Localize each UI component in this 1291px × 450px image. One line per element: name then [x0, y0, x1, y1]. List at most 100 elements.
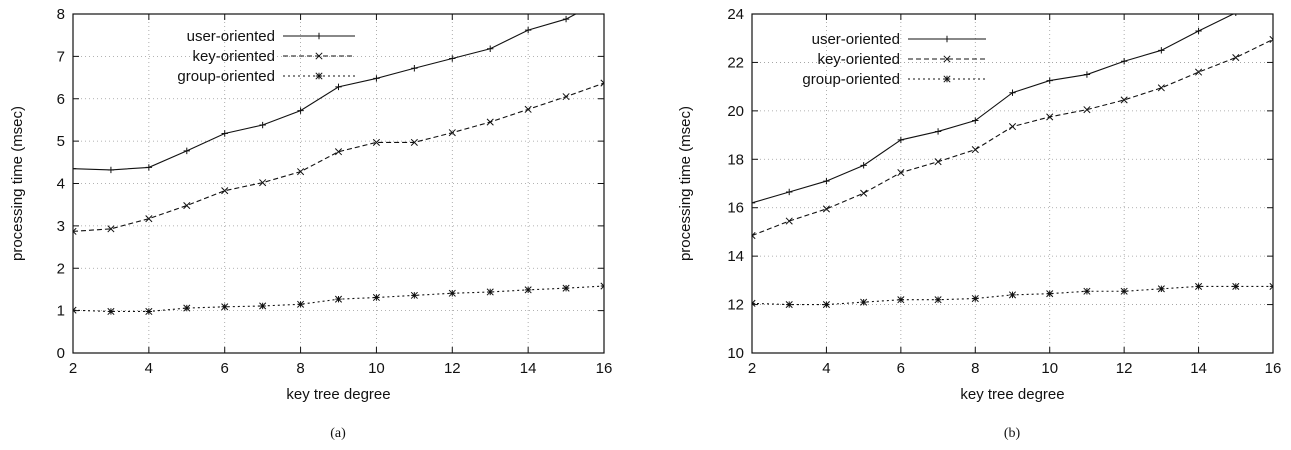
chart-a-series-key-oriented-point	[259, 179, 267, 187]
chart-b-series-user-oriented-point	[1158, 47, 1165, 54]
chart-b-series-user-oriented-point	[1235, 14, 1237, 16]
chart-b-series-user-oriented-point	[786, 188, 793, 196]
chart-b-legend-marker-user-oriented	[943, 35, 951, 43]
chart-b-series-user-oriented-point	[1083, 71, 1091, 78]
chart-a-x-tick-label: 12	[444, 360, 461, 377]
chart-a-y-tick-label: 2	[57, 260, 65, 277]
chart-a-series-group-oriented-point	[334, 295, 343, 303]
chart-a-series-key-oriented-point	[486, 118, 494, 126]
chart-b-series-group-oriented-point	[897, 296, 905, 304]
chart-b-x-tick-label: 4	[822, 360, 830, 377]
chart-b-series-key-oriented-point	[1269, 35, 1273, 43]
chart-a-series-user-oriented-point	[487, 45, 494, 52]
chart-a-series-key-oriented-line	[73, 82, 604, 232]
chart-a-y-tick-label: 6	[57, 91, 65, 108]
chart-b-series-key-oriented-point	[860, 189, 868, 197]
chart-a-series-group-oriented-point	[372, 293, 380, 302]
chart-b-x-tick-label: 6	[897, 360, 905, 377]
chart-b-series-user-oriented-point	[1195, 27, 1202, 35]
chart-b-y-axis-title: processing time (msec)	[677, 106, 694, 261]
chart-a-y-tick-label: 8	[57, 6, 65, 23]
chart-b-y-tick-label: 20	[727, 103, 744, 120]
chart-b-series-user-oriented-point	[897, 136, 905, 144]
chart-a-series-key-oriented-point	[297, 168, 305, 176]
chart-a-legend-label-group-oriented: group-oriented	[177, 68, 275, 85]
chart-a-series-group-oriented-point	[221, 303, 229, 311]
chart-b-series-group-oriented-point	[785, 301, 793, 309]
chart-b-x-tick-label: 2	[748, 360, 756, 377]
chart-b-legend-label-user-oriented: user-oriented	[812, 31, 900, 48]
chart-b-legend-label-group-oriented: group-oriented	[802, 71, 900, 88]
chart-a-legend-label-user-oriented: user-oriented	[187, 28, 275, 45]
chart-b-series-group-oriented-point	[1008, 291, 1017, 299]
chart-b-series-user-oriented-point	[752, 199, 756, 207]
chart-b-series-group-oriented-point	[971, 294, 979, 303]
chart-a-x-tick-label: 4	[145, 360, 153, 377]
chart-b-x-tick-label: 8	[971, 360, 979, 377]
chart-b-series-group-oriented-point	[860, 298, 868, 306]
chart-a-series-key-oriented-point	[524, 105, 532, 113]
chart-b-plot-frame	[751, 13, 1274, 354]
chart-b-series-key-oriented-point	[1008, 123, 1017, 131]
chart-b-series-key-oriented-point	[1157, 84, 1165, 92]
chart-a-series-group-oriented-point	[183, 304, 191, 312]
chart-a-y-tick-label: 4	[57, 176, 65, 193]
chart-b-series-key-oriented-point	[822, 205, 830, 213]
chart-b-legend-label-key-oriented: key-oriented	[817, 51, 900, 68]
chart-a-series-key-oriented-point	[562, 93, 570, 101]
chart-a-series-user-oriented-point	[562, 15, 570, 23]
chart-a-series-user-oriented-point	[259, 121, 266, 129]
chart-a-series-key-oriented-point	[334, 148, 343, 156]
chart-b-y-tick-label: 18	[727, 151, 744, 168]
chart-a-series-key-oriented-point	[221, 187, 229, 195]
chart-a-series-group-oriented-point	[486, 288, 494, 296]
chart-b-series-user-oriented-point	[860, 162, 867, 169]
chart-a-series-key-oriented-point	[107, 225, 115, 233]
chart-a-caption: (a)	[330, 426, 346, 441]
chart-b-legend-marker-key-oriented	[943, 55, 951, 63]
chart-a-series-key-oriented-point	[73, 227, 77, 235]
chart-b-series-user-oriented-point	[1009, 89, 1016, 96]
chart-a-y-tick-label: 5	[57, 133, 65, 150]
chart-b-series-key-oriented-point	[752, 232, 756, 240]
chart-b-y-tick-label: 10	[727, 345, 744, 362]
chart-a-series-group-oriented-point	[600, 282, 604, 290]
chart-a-series-key-oriented-point	[183, 201, 191, 210]
chart-b-series-key-oriented-point	[934, 158, 942, 166]
chart-b-series-group-oriented-point	[1046, 290, 1054, 298]
chart-b-series-user-oriented-point	[1270, 0, 1276, 3]
chart-b-series-key-oriented-point	[1046, 113, 1054, 121]
chart-b-series-group-oriented-point	[822, 301, 830, 309]
chart-a-series-user-oriented-point	[373, 75, 380, 82]
chart-a-legend-marker-user-oriented	[315, 32, 323, 40]
chart-b-series-user-oriented-point	[1120, 58, 1128, 65]
chart-b-y-tick-label: 24	[727, 6, 744, 23]
chart-a-y-tick-label: 0	[57, 345, 65, 362]
chart-b-series-key-oriented-point	[1195, 68, 1203, 76]
chart-a-series-group-oriented-point	[297, 300, 305, 308]
chart-b-series-group-oriented-point	[1157, 285, 1165, 293]
chart-b-series-group-oriented-point	[1232, 282, 1240, 290]
chart-a-y-tick-label: 1	[57, 303, 65, 320]
chart-a-series-group-oriented-point	[524, 286, 532, 294]
chart-b-series-user-oriented-point	[934, 128, 942, 135]
chart-b-legend-marker-group-oriented	[943, 75, 951, 83]
chart-a-series-user-oriented-point	[183, 147, 190, 155]
chart-b-x-tick-label: 14	[1190, 360, 1207, 377]
chart-a-series-group-oriented-point	[448, 289, 456, 297]
chart-b-series-key-oriented-point	[1120, 96, 1128, 104]
chart-a-series-key-oriented-point	[145, 215, 153, 223]
chart-b-series-user-oriented-point	[823, 177, 830, 185]
chart-a-series-group-oriented-point	[410, 291, 418, 299]
chart-b-y-tick-label: 16	[727, 200, 744, 217]
chart-a-series-group	[73, 14, 604, 316]
chart-a-series-user-oriented-point	[411, 65, 418, 72]
chart-a-series-user-oriented-point	[297, 107, 304, 114]
chart-a-y-tick-label: 3	[57, 218, 65, 235]
chart-a-series-key-oriented-point	[410, 138, 418, 146]
chart-a-series-user-oriented-point	[335, 83, 342, 91]
chart-b-y-tick-label: 22	[727, 54, 744, 71]
chart-a-x-tick-label: 16	[596, 360, 613, 377]
chart-a-series-group-oriented-point	[562, 284, 570, 292]
